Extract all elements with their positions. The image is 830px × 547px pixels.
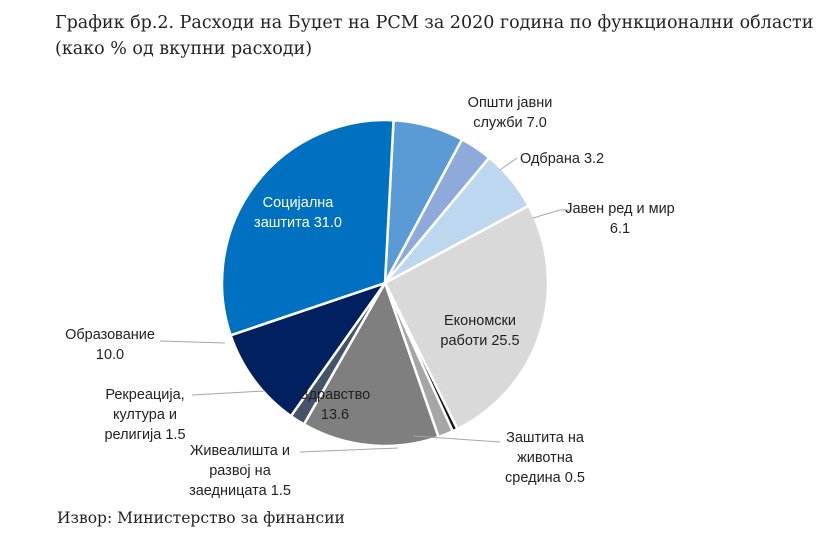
slice-label-9-line-2: 10.0 xyxy=(96,347,124,363)
pie-slice-4 xyxy=(383,204,550,431)
slice-label-9-line-1: Образование xyxy=(65,327,155,343)
slice-label-4-line-2: работи 25.5 xyxy=(440,333,519,349)
slice-label-3-line-2: 6.1 xyxy=(610,221,630,237)
pie-slice-9 xyxy=(229,280,389,418)
slice-label-1: Општи јавни служби 7.0 xyxy=(468,95,553,131)
leader-line-8 xyxy=(191,390,266,396)
chart-title: График бр.2. Расходи на Буџет на РСМ за … xyxy=(55,10,815,62)
slice-label-6: Живеалишта и развој на заедницата 1.5 xyxy=(189,443,291,499)
slice-label-10-line-1: Социјална xyxy=(263,195,335,211)
source-note: Извор: Министерство за финансии xyxy=(57,509,345,527)
leader-line-2 xyxy=(499,157,518,171)
leader-line-9 xyxy=(159,340,226,344)
pie-slice-10 xyxy=(220,118,395,337)
slice-label-7: Здравство 13.6 xyxy=(300,387,370,423)
chart-title-line-2: (како % од вкупни расходи) xyxy=(55,39,313,59)
slice-label-6-line-2: развој на xyxy=(209,463,271,479)
pie-slice-7 xyxy=(302,279,441,448)
leader-line-3 xyxy=(532,209,570,219)
slice-label-5-line-1: Заштита на xyxy=(506,430,585,446)
slice-label-6-line-3: заедницата 1.5 xyxy=(189,483,291,499)
slice-label-8-line-3: религија 1.5 xyxy=(104,427,185,443)
slice-label-8-line-1: Рекреација, xyxy=(105,387,184,403)
slice-label-2: Одбрана 3.2 xyxy=(520,151,604,167)
pie-slices xyxy=(220,118,550,448)
chart-title-line-1: График бр.2. Расходи на Буџет на РСМ за … xyxy=(55,13,814,33)
slice-label-10-line-2: заштита 31.0 xyxy=(254,215,342,231)
slice-label-1-line-2: служби 7.0 xyxy=(473,115,547,131)
slice-label-8-line-2: култура и xyxy=(113,407,177,423)
slice-label-1-line-1: Општи јавни xyxy=(468,95,553,111)
leader-lines xyxy=(159,157,570,453)
slice-label-6-line-1: Живеалишта и xyxy=(190,443,290,459)
slice-label-8: Рекреација, култура и религија 1.5 xyxy=(104,387,185,443)
leader-line-5 xyxy=(412,435,501,443)
slice-label-7-line-2: 13.6 xyxy=(321,407,349,423)
slice-label-4-line-1: Економски xyxy=(444,313,516,329)
slice-label-5-line-2: животна xyxy=(517,450,574,466)
leader-line-6 xyxy=(299,447,399,453)
slice-label-4: Економски работи 25.5 xyxy=(440,313,519,349)
slice-label-3: Јавен ред и мир 6.1 xyxy=(565,201,675,237)
slice-label-10: Социјална заштита 31.0 xyxy=(254,195,342,231)
slice-labels: Општи јавни служби 7.0 Одбрана 3.2 Јавен ре… xyxy=(65,95,675,499)
slice-label-7-line-1: Здравство xyxy=(300,387,370,403)
slice-label-5: Заштита на животна средина 0.5 xyxy=(505,430,585,486)
slice-label-3-line-1: Јавен ред и мир xyxy=(565,201,675,217)
slice-label-2-line-1: Одбрана 3.2 xyxy=(520,151,604,167)
slice-label-9: Образование 10.0 xyxy=(65,327,155,363)
slice-label-5-line-3: средина 0.5 xyxy=(505,470,585,486)
